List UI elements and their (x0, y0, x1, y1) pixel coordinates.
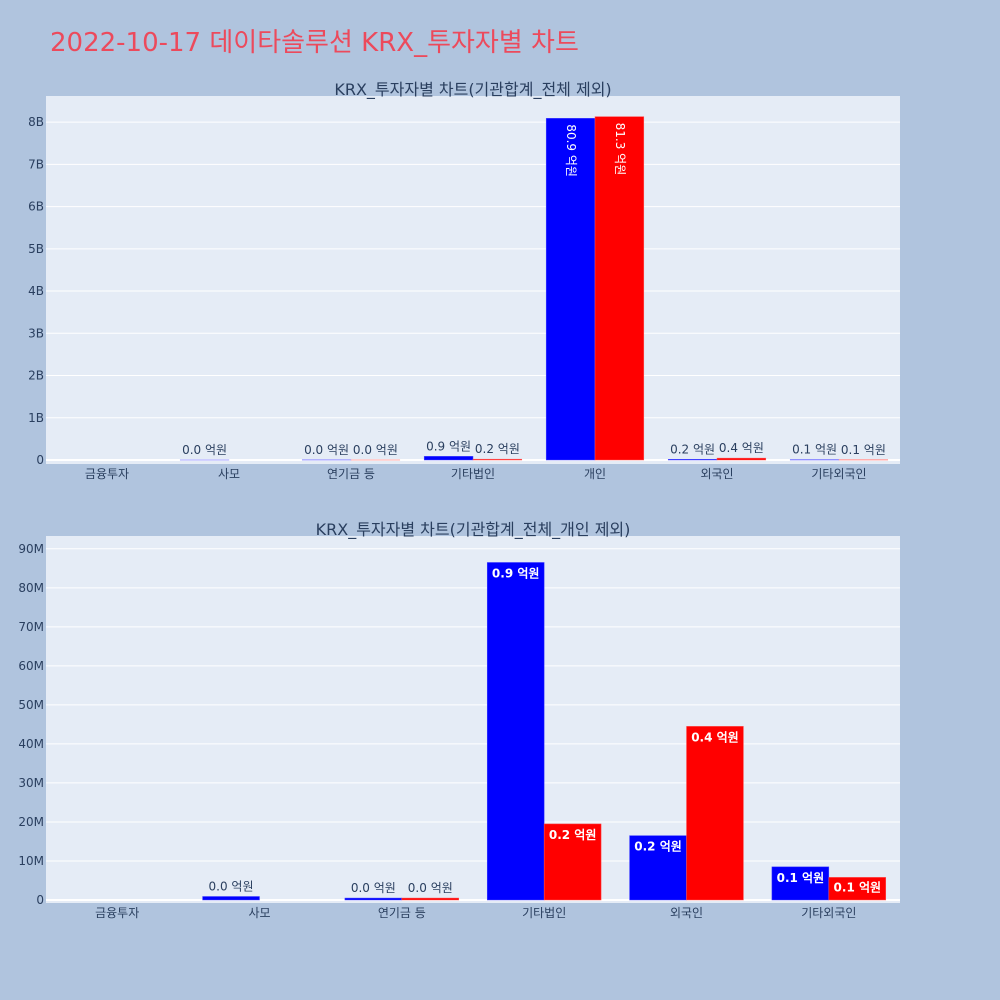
plot-area (46, 536, 900, 903)
y-tick-label: 3B (28, 326, 44, 340)
chart-title: KRX_투자자별 차트(기관합계_전체_개인 제외) (316, 520, 631, 540)
bar (486, 562, 545, 901)
bar (472, 458, 523, 461)
bar-data-label: 0.0 억원 (351, 881, 396, 895)
bar-data-label: 0.1 억원 (841, 443, 886, 457)
y-tick-label: 7B (28, 157, 44, 171)
bar (423, 456, 474, 461)
y-tick-label: 30M (18, 776, 44, 790)
x-tick-label: 외국인 (670, 906, 703, 920)
x-tick-label: 금융투자 (85, 467, 129, 481)
bar-data-label: 0.9 억원 (492, 566, 540, 580)
plot-area (46, 96, 900, 464)
bar-data-label: 0.1 억원 (792, 443, 837, 457)
bar (594, 116, 645, 461)
bar (202, 896, 260, 901)
bar (716, 457, 767, 461)
bar-data-label: 80.9 억원 (564, 124, 578, 177)
y-tick-label: 10M (18, 854, 44, 868)
y-tick-label: 50M (18, 698, 44, 712)
bar-data-label: 0.2 억원 (549, 828, 597, 842)
chart-title: KRX_투자자별 차트(기관합계_전체 제외) (334, 80, 611, 100)
bar-data-label: 0.0 억원 (209, 879, 254, 893)
bar (771, 866, 830, 901)
x-tick-label: 연기금 등 (327, 467, 375, 481)
page-title: 2022-10-17 데이타솔루션 KRX_투자자별 차트 (50, 28, 579, 58)
y-tick-label: 80M (18, 581, 44, 595)
y-tick-label: 60M (18, 659, 44, 673)
y-tick-label: 0 (36, 453, 44, 467)
bar-data-label: 0.0 억원 (353, 443, 398, 457)
bar (667, 459, 718, 461)
x-tick-label: 기타외국인 (801, 906, 856, 920)
bar (543, 823, 602, 901)
x-tick-label: 외국인 (700, 467, 733, 481)
bar (401, 897, 460, 901)
bar-data-label: 81.3 억원 (613, 123, 627, 176)
x-tick-label: 사모 (248, 906, 270, 920)
y-tick-label: 1B (28, 411, 44, 425)
x-tick-label: 사모 (218, 467, 240, 481)
y-tick-label: 0 (36, 893, 44, 907)
bar-data-label: 0.2 억원 (634, 840, 682, 854)
y-tick-label: 70M (18, 620, 44, 634)
y-tick-label: 2B (28, 369, 44, 383)
bar-data-label: 0.0 억원 (182, 443, 227, 457)
x-tick-label: 금융투자 (95, 906, 139, 920)
bar (344, 897, 403, 901)
bar-data-label: 0.0 억원 (304, 443, 349, 457)
bar-data-label: 0.1 억원 (834, 880, 882, 894)
x-tick-label: 기타법인 (451, 467, 495, 481)
bar-data-label: 0.4 억원 (691, 730, 739, 744)
bar (828, 877, 887, 901)
bar-data-label: 0.1 억원 (777, 871, 825, 885)
bar-data-label: 0.2 억원 (670, 442, 715, 456)
y-tick-label: 40M (18, 737, 44, 751)
y-tick-label: 20M (18, 815, 44, 829)
y-tick-label: 8B (28, 115, 44, 129)
y-tick-label: 5B (28, 242, 44, 256)
x-tick-label: 연기금 등 (378, 906, 426, 920)
bar-data-label: 0.4 억원 (719, 441, 764, 455)
bar (545, 118, 596, 461)
bar-data-label: 0.2 억원 (475, 442, 520, 456)
bar-data-label: 0.0 억원 (408, 881, 453, 895)
chart-1: 0 1B 2B 3B 4B 5B 6B 7B 8B KRX_투자자별 차트(기관합계_전체 제외)… (28, 80, 900, 481)
y-tick-label: 6B (28, 200, 44, 214)
chart-2: 0 10M 20M 30M 40M 50M 60M 70M 80M 90M KRX_투자자별 차트(… (18, 520, 900, 920)
bar (686, 726, 744, 901)
bar-data-label: 0.9 억원 (426, 439, 471, 453)
x-tick-label: 기타법인 (522, 906, 566, 920)
x-tick-label: 기타외국인 (811, 467, 866, 481)
x-tick-label: 개인 (584, 467, 606, 481)
bar (629, 835, 687, 901)
y-tick-label: 90M (18, 542, 44, 556)
y-tick-label: 4B (28, 284, 44, 298)
